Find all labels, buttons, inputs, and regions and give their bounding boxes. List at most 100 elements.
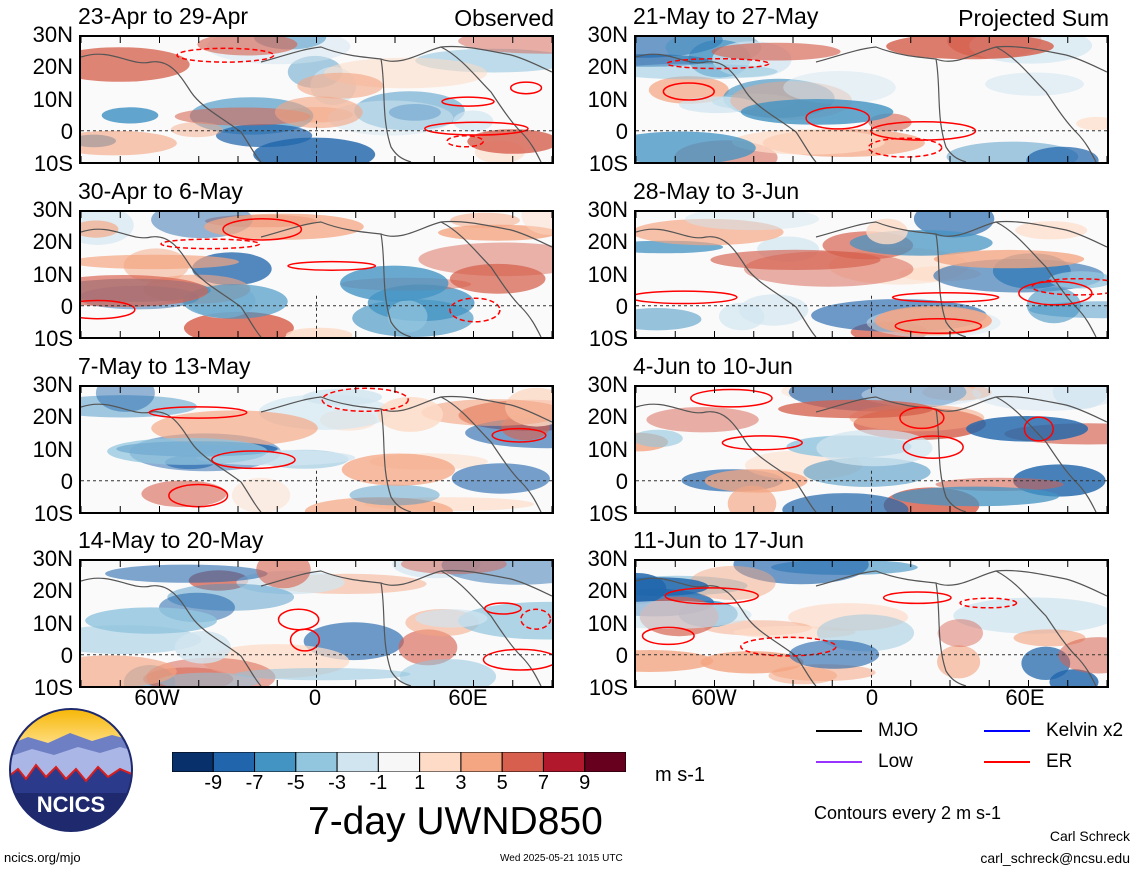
coastline (380, 233, 412, 337)
er-contour (902, 435, 964, 459)
lat-label: 10S (588, 151, 628, 176)
coastline (935, 233, 967, 337)
field-shade (81, 254, 239, 270)
footer-email[interactable]: carl_schreck@ncsu.edu (980, 850, 1130, 866)
field-shade (170, 122, 223, 138)
field-shade (966, 416, 1089, 442)
coastline (995, 569, 1107, 597)
coastline (81, 577, 262, 686)
field-shade (1049, 669, 1099, 686)
field-shade (197, 37, 298, 56)
field-shade (521, 212, 552, 235)
lon-label-60w: 60W (134, 685, 180, 710)
lat-label: 30N (587, 22, 628, 47)
lat-label: 10S (33, 326, 73, 351)
lat-label: 0 (60, 468, 73, 494)
er-contour (641, 626, 695, 646)
field-shade (937, 645, 981, 679)
field-shade (636, 600, 752, 629)
panel-title: 4-Jun to 10-Jun (633, 353, 793, 379)
field-shade (151, 410, 318, 446)
colorbar-tick-label: 9 (579, 772, 591, 794)
er-contour (176, 47, 275, 63)
colorbar-swatch (460, 751, 503, 773)
field-shade (733, 625, 856, 639)
lat-label: 10N (32, 610, 73, 636)
colorbar-tick-label: 7 (537, 772, 550, 794)
field-shade (235, 668, 411, 681)
field-shade (401, 561, 507, 575)
panel-tag: Projected Sum (958, 5, 1109, 31)
ncics-logo: NCICS (8, 707, 134, 833)
lat-label: 20N (587, 404, 628, 430)
lat-label: 0 (615, 642, 628, 668)
er-contour (662, 82, 715, 101)
kelvin-line-icon (984, 729, 1030, 732)
footer-url[interactable]: ncics.org/mjo (4, 850, 81, 865)
colorbar-swatch (171, 751, 214, 773)
colorbar-swatch (542, 751, 586, 773)
colorbar-swatch (501, 751, 544, 773)
legend-kelvin: Kelvin x2 (984, 721, 1123, 741)
colorbar-tick-label: 1 (414, 772, 426, 794)
lat-label: 10S (33, 501, 73, 526)
coastline (440, 220, 552, 248)
field-shade (398, 629, 458, 666)
er-contour (636, 290, 738, 305)
field-shade (636, 54, 709, 67)
coastline (81, 403, 262, 512)
er-contour (81, 299, 136, 320)
coastline (636, 228, 817, 337)
field-shade (81, 275, 209, 307)
field-shade (646, 407, 759, 433)
field-shade (1015, 221, 1088, 240)
colorbar-swatch (212, 751, 256, 773)
field-shade (1013, 629, 1086, 647)
field-shade (937, 619, 983, 648)
colorbar-swatch (295, 751, 338, 773)
er-contour (277, 608, 320, 631)
panel-title: 30-Apr to 6-May (78, 178, 243, 204)
field-shade (158, 672, 261, 686)
field-shade (816, 429, 933, 467)
field-shade (451, 463, 550, 494)
map-panel (634, 559, 1109, 688)
field-shade (778, 399, 933, 419)
colorbar-tick-label: -7 (245, 772, 264, 794)
field-shade (740, 99, 894, 125)
panel-title: 23-Apr to 29-Apr (78, 3, 249, 29)
colorbar-swatch (336, 751, 379, 773)
lat-label: 0 (60, 293, 73, 319)
field-shade (141, 480, 227, 508)
er-contour (287, 260, 377, 271)
lat-label: 20N (32, 54, 73, 80)
coastline (935, 582, 967, 686)
er-contour (721, 435, 803, 451)
er-contour (211, 450, 296, 470)
field-shade (783, 71, 896, 104)
lat-label: 0 (60, 118, 73, 144)
field-shade (81, 625, 202, 654)
er-contour (483, 602, 522, 615)
field-shade (399, 659, 497, 686)
colorbar-swatch (584, 751, 627, 773)
lat-label: 20N (32, 578, 73, 604)
lat-label: 10N (32, 261, 73, 287)
colorbar-swatch (419, 751, 462, 773)
colorbar-tick-label: 3 (455, 772, 467, 794)
lat-label: 10N (32, 436, 73, 462)
field-shade (304, 497, 453, 512)
logo-text: NCICS (37, 792, 105, 817)
coastline (380, 408, 412, 512)
lon-label-0-right: 0 (865, 685, 879, 710)
lat-label: 30N (587, 372, 628, 397)
colorbar-swatch (377, 751, 421, 773)
panel-title: 7-May to 13-May (78, 353, 251, 379)
field-shade (340, 265, 449, 302)
colorbar-tick-label: -9 (204, 772, 223, 794)
er-contour (446, 135, 485, 148)
field-shade (636, 37, 723, 58)
low-line-icon (816, 760, 862, 763)
field-shade (392, 561, 481, 579)
field-shade (874, 306, 992, 336)
